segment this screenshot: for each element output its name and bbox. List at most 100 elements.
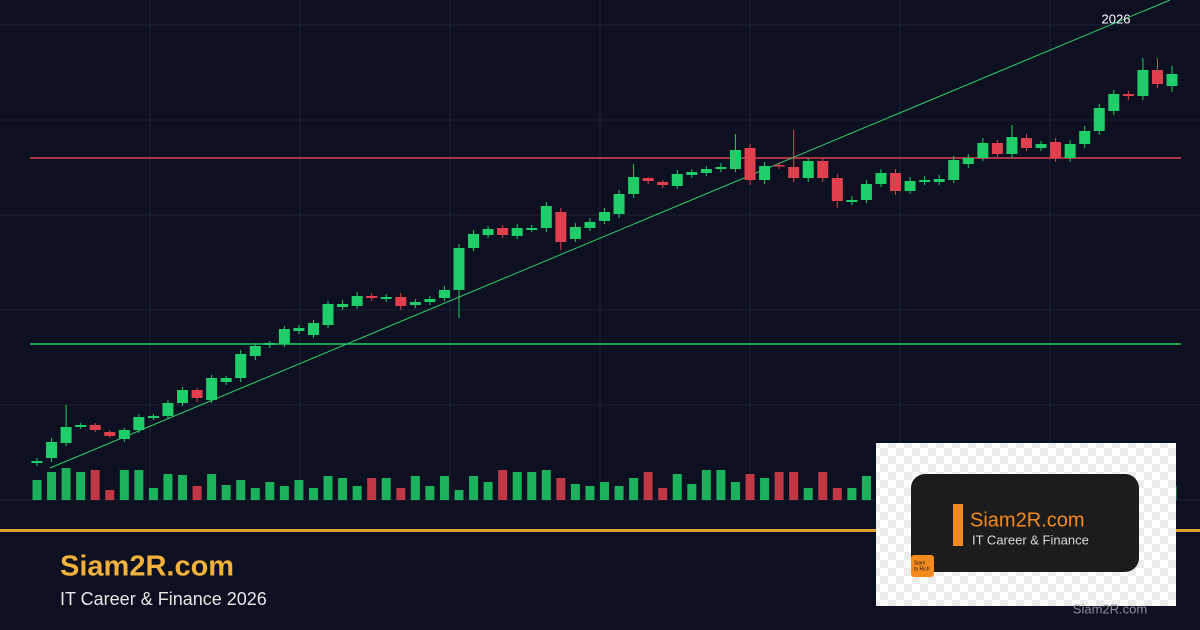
candle-body xyxy=(948,160,960,180)
volume-bar xyxy=(527,472,537,500)
volume-bar xyxy=(381,478,391,500)
candle-body xyxy=(468,234,480,248)
logo-tagline: IT Career & Finance xyxy=(972,532,1089,547)
candle-body xyxy=(337,304,349,307)
volume-bar xyxy=(367,478,377,500)
candle-body xyxy=(1108,94,1120,111)
candle-body xyxy=(773,165,785,167)
volume-bar xyxy=(818,472,828,500)
volume-bar xyxy=(308,488,318,500)
candle-body xyxy=(802,161,814,178)
volume-bar xyxy=(629,478,639,500)
volume-bar xyxy=(396,488,406,500)
candle-body xyxy=(438,290,450,298)
candle-body xyxy=(1079,131,1091,144)
trend-line xyxy=(49,0,1171,469)
candle-body xyxy=(904,181,916,191)
candle-body xyxy=(60,427,72,443)
volume-bar xyxy=(221,485,231,500)
candle-body xyxy=(249,346,261,356)
candle-body xyxy=(599,212,610,221)
volume-bar xyxy=(687,484,697,500)
year-label: 2026 xyxy=(1102,11,1131,26)
candle-body xyxy=(1166,74,1178,86)
candle-body xyxy=(511,228,523,236)
volume-bar xyxy=(672,474,682,500)
candle-body xyxy=(104,432,116,436)
volume-bar xyxy=(236,480,246,500)
candle-body xyxy=(191,390,203,398)
volume-bar xyxy=(192,486,202,500)
candle-body xyxy=(962,158,974,164)
candle-body xyxy=(264,343,276,345)
candle-body xyxy=(177,390,189,403)
title: Siam2R.com xyxy=(60,551,234,583)
volume-bar xyxy=(760,478,770,500)
candle-body xyxy=(1020,138,1032,148)
candle-body xyxy=(453,248,465,290)
candle-body xyxy=(613,194,625,214)
volume-bar xyxy=(658,488,668,500)
candle-body xyxy=(991,143,1003,154)
candle-body xyxy=(875,173,887,184)
volume-bar xyxy=(61,468,71,500)
volume-bar xyxy=(716,470,726,500)
volume-bar xyxy=(774,472,784,500)
candle-body xyxy=(1050,142,1062,158)
candle-body xyxy=(46,442,58,458)
volume-bar xyxy=(148,488,158,500)
volume-bar xyxy=(600,482,609,500)
candle-body xyxy=(482,229,494,235)
candle-body xyxy=(759,166,771,180)
candle-body xyxy=(133,417,145,430)
volume-bar xyxy=(250,488,260,500)
watermark: Siam2R.com xyxy=(1073,601,1147,616)
candle-body xyxy=(584,222,596,228)
logo-card: Siam2R.com IT Career & Finance Siam to R… xyxy=(876,443,1176,606)
candle-body xyxy=(220,378,232,382)
candle-body xyxy=(409,302,421,305)
volume-bar xyxy=(410,476,420,500)
volume-bar xyxy=(469,476,479,500)
candle-body xyxy=(977,143,989,158)
divider xyxy=(0,529,1200,532)
logo-bar xyxy=(953,504,963,546)
candle-body xyxy=(540,206,552,228)
candle-body xyxy=(817,161,829,178)
candle-body xyxy=(831,178,843,201)
volume-bar xyxy=(570,484,580,500)
candle-body xyxy=(686,172,698,175)
volume-bar xyxy=(643,472,653,500)
volume-bar xyxy=(730,482,740,500)
volume-bar xyxy=(207,474,217,500)
subtitle: IT Career & Finance 2026 xyxy=(60,589,267,609)
candle-body xyxy=(1035,144,1047,148)
candle-body xyxy=(1137,70,1149,96)
candle-body xyxy=(380,297,392,299)
volume-bar xyxy=(541,470,551,500)
candle-body xyxy=(526,228,538,230)
candle-body xyxy=(1006,137,1018,154)
badge-bottom: to Rich xyxy=(914,566,930,572)
candle-body xyxy=(293,328,305,331)
logo-panel xyxy=(911,474,1139,572)
candle-body xyxy=(1093,108,1105,131)
candle-body xyxy=(919,180,931,182)
volume-bar xyxy=(861,476,871,500)
candle-body xyxy=(235,354,247,378)
volume-bar xyxy=(163,474,173,500)
candle-body xyxy=(395,297,407,306)
volume-bar xyxy=(90,470,100,500)
volume-bar xyxy=(32,480,42,500)
candle-body xyxy=(890,173,902,191)
candle-body xyxy=(628,177,640,194)
candle-body xyxy=(744,148,756,180)
candle-body xyxy=(642,178,654,181)
candle-body xyxy=(307,323,319,335)
candle-body xyxy=(206,378,218,400)
logo-name: Siam2R.com xyxy=(970,509,1084,531)
volume-bar xyxy=(512,472,522,500)
candle-body xyxy=(147,416,159,418)
volume-bar xyxy=(789,472,799,500)
volume-bar xyxy=(556,478,566,500)
